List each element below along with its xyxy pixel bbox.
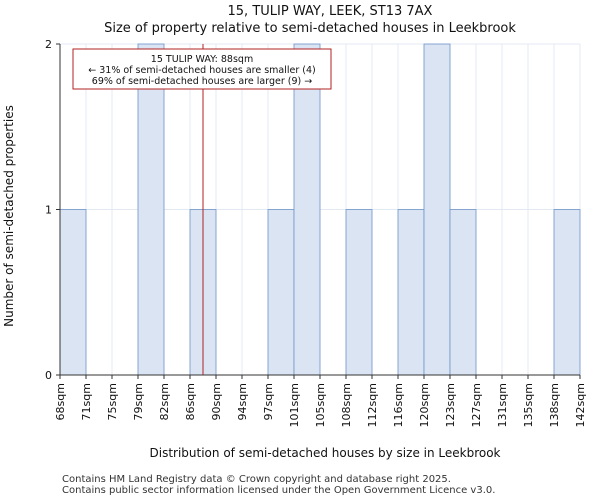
x-tick-label: 82sqm [158, 383, 171, 420]
bars-group [59, 43, 581, 376]
x-tick-label: 142sqm [574, 383, 587, 427]
x-tick-label: 116sqm [392, 383, 405, 427]
x-tick-label: 105sqm [314, 383, 327, 427]
annotation-line-2: ← 31% of semi-detached houses are smalle… [88, 65, 316, 76]
histogram-bar [345, 209, 373, 376]
x-axis-title: Distribution of semi-detached houses by … [150, 446, 501, 460]
x-tick-label: 94sqm [236, 383, 249, 420]
x-tick-label: 135sqm [522, 383, 535, 427]
histogram-bar [553, 209, 581, 376]
y-axis-title: Number of semi-detached properties [2, 105, 16, 327]
x-tick-label: 131sqm [496, 383, 509, 427]
y-tick-label: 1 [45, 204, 52, 217]
histogram-bar [397, 209, 425, 376]
x-tick-label: 75sqm [106, 383, 119, 420]
x-tick-label: 127sqm [470, 383, 483, 427]
chart-subtitle: Size of property relative to semi-detach… [104, 21, 516, 36]
x-tick-label: 108sqm [340, 383, 353, 427]
chart-title: 15, TULIP WAY, LEEK, ST13 7AX [228, 4, 433, 19]
x-tick-label: 71sqm [80, 383, 93, 420]
x-tick-label: 90sqm [210, 383, 223, 420]
annotation-line-3: 69% of semi-detached houses are larger (… [92, 76, 312, 87]
y-axis-ticks: 0 1 2 [45, 38, 60, 382]
footer-licence: Contains public sector information licen… [62, 485, 496, 496]
x-tick-label: 79sqm [132, 383, 145, 420]
histogram-bar [59, 209, 87, 376]
histogram-chart: 15, TULIP WAY, LEEK, ST13 7AX Size of pr… [2, 4, 587, 460]
histogram-bar [293, 43, 321, 376]
x-tick-label: 68sqm [54, 383, 67, 420]
x-tick-label: 120sqm [418, 383, 431, 427]
x-tick-label: 112sqm [366, 383, 379, 427]
x-tick-label: 101sqm [288, 383, 301, 427]
x-tick-label: 138sqm [548, 383, 561, 427]
x-tick-label: 123sqm [444, 383, 457, 427]
y-tick-label: 0 [45, 369, 52, 382]
x-tick-label: 97sqm [262, 383, 275, 420]
footer-copyright: Contains HM Land Registry data © Crown c… [62, 474, 451, 485]
y-tick-label: 2 [45, 38, 52, 51]
annotation-line-1: 15 TULIP WAY: 88sqm [151, 54, 253, 65]
x-tick-label: 86sqm [184, 383, 197, 420]
annotation-box [72, 48, 332, 90]
histogram-bar [137, 43, 165, 376]
histogram-bar [267, 209, 295, 376]
marker-annotation: 15 TULIP WAY: 88sqm ← 31% of semi-detach… [72, 48, 332, 90]
x-axis-ticks: 68sqm 71sqm 75sqm 79sqm 82sqm 86sqm 90sqm 94sqm… [54, 375, 587, 427]
histogram-bar [423, 43, 451, 376]
histogram-bar [449, 209, 477, 376]
